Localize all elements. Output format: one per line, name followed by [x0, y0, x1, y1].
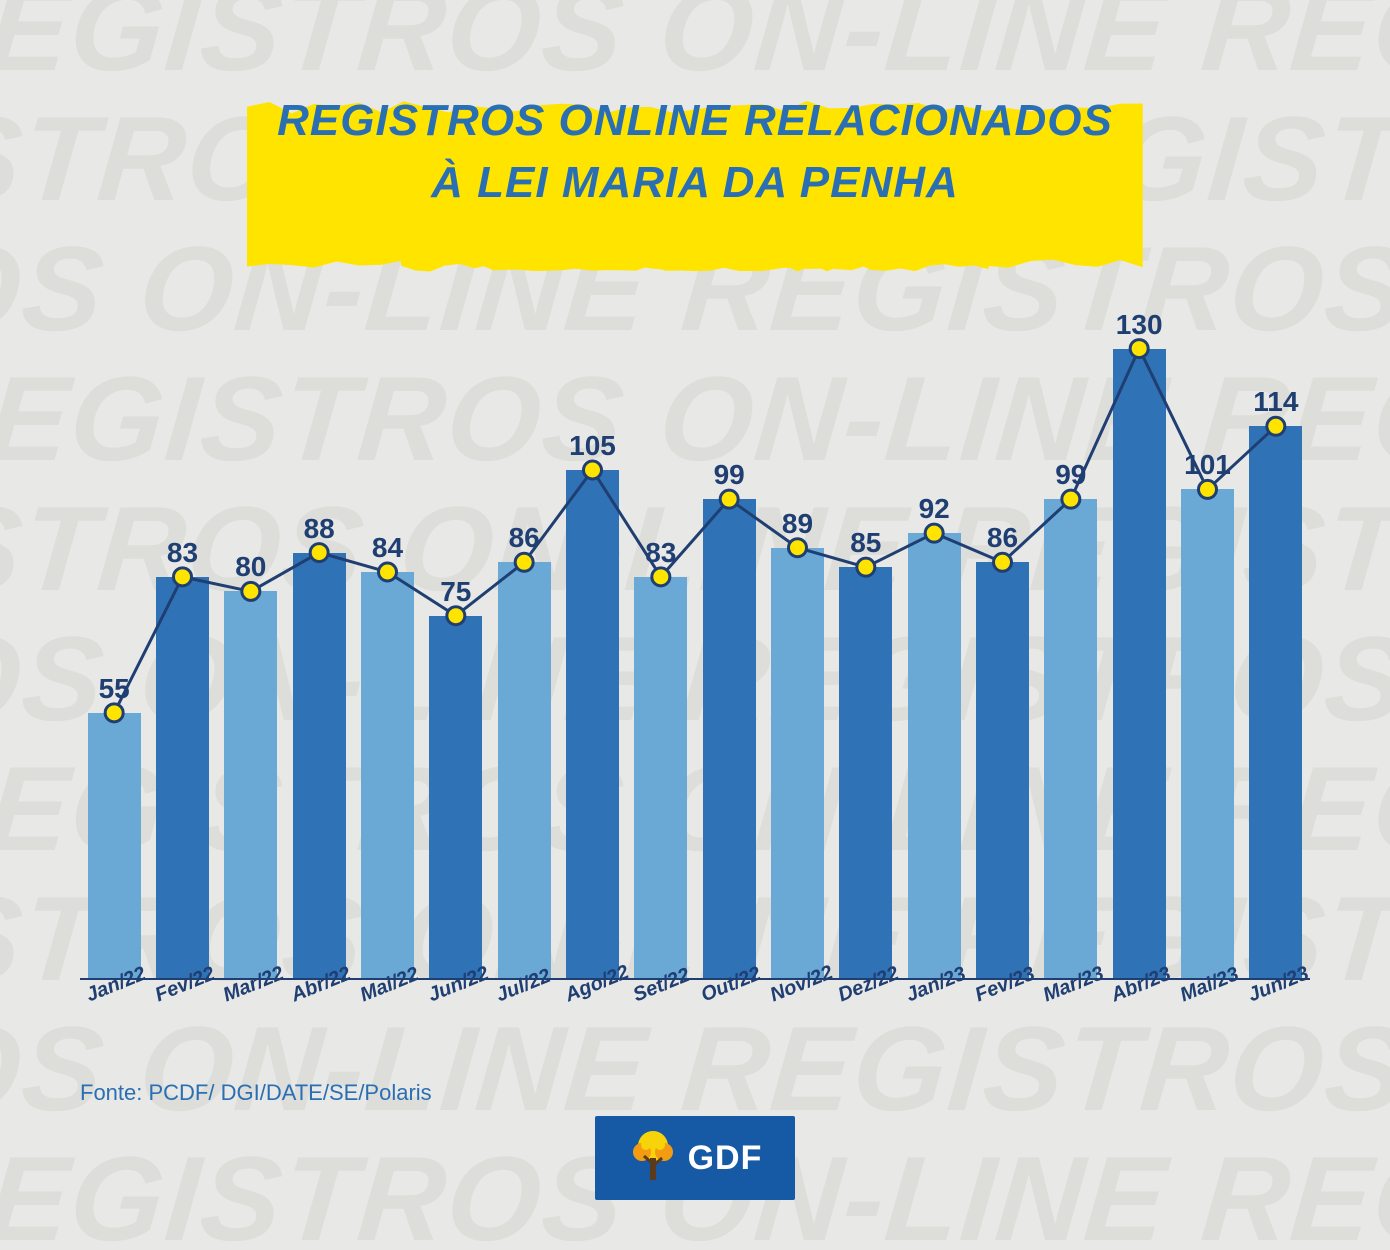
data-marker: [174, 568, 192, 586]
data-marker: [447, 607, 465, 625]
data-marker: [994, 553, 1012, 571]
main-container: REGISTROS ONLINE RELACIONADOS À LEI MARI…: [0, 0, 1390, 1250]
data-marker: [652, 568, 670, 586]
data-marker: [1267, 417, 1285, 435]
data-marker: [584, 461, 602, 479]
source-text: Fonte: PCDF/ DGI/DATE/SE/Polaris: [80, 1080, 432, 1106]
logo-text: GDF: [688, 1139, 763, 1178]
footer: Fonte: PCDF/ DGI/DATE/SE/Polaris GDF: [80, 1080, 1310, 1200]
chart-title: REGISTROS ONLINE RELACIONADOS À LEI MARI…: [247, 90, 1143, 254]
data-marker: [720, 490, 738, 508]
x-axis-labels: Jan/22Fev/22Mar/22Abr/22Mai/22Jun/22Jul/…: [80, 980, 1310, 1060]
chart-area: 5583808884758610583998985928699130101114…: [80, 300, 1310, 1060]
plot-region: 5583808884758610583998985928699130101114: [80, 300, 1310, 980]
data-marker: [515, 553, 533, 571]
tree-icon: [628, 1130, 678, 1186]
data-marker: [1130, 340, 1148, 358]
data-marker: [1062, 490, 1080, 508]
line-layer: [80, 300, 1310, 980]
data-marker: [789, 539, 807, 557]
data-marker: [379, 563, 397, 581]
title-line-1: REGISTROS ONLINE RELACIONADOS: [277, 96, 1113, 145]
data-marker: [242, 582, 260, 600]
data-marker: [857, 558, 875, 576]
gdf-logo: GDF: [595, 1116, 795, 1200]
data-marker: [925, 524, 943, 542]
data-marker: [105, 704, 123, 722]
title-line-2: À LEI MARIA DA PENHA: [431, 158, 959, 207]
data-marker: [1199, 480, 1217, 498]
trend-line: [114, 349, 1276, 713]
data-marker: [310, 544, 328, 562]
